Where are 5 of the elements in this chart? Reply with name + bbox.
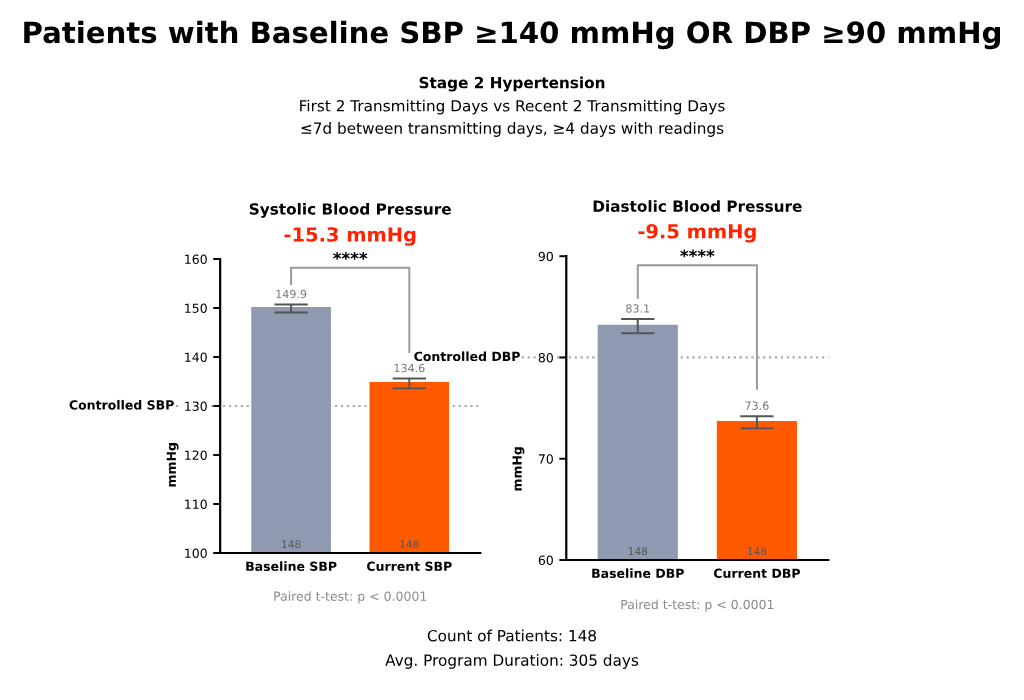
- chart-subtitle: -9.5 mmHg: [638, 223, 756, 243]
- annotation: ****: [333, 251, 368, 260]
- annotation: ****: [680, 249, 715, 258]
- text: Patients with Baseline SBP ≥140 mmHg OR DBP ≥90 mmHg: [24, 20, 1000, 50]
- chart-subtitle: -15.3 mmHg: [284, 227, 416, 246]
